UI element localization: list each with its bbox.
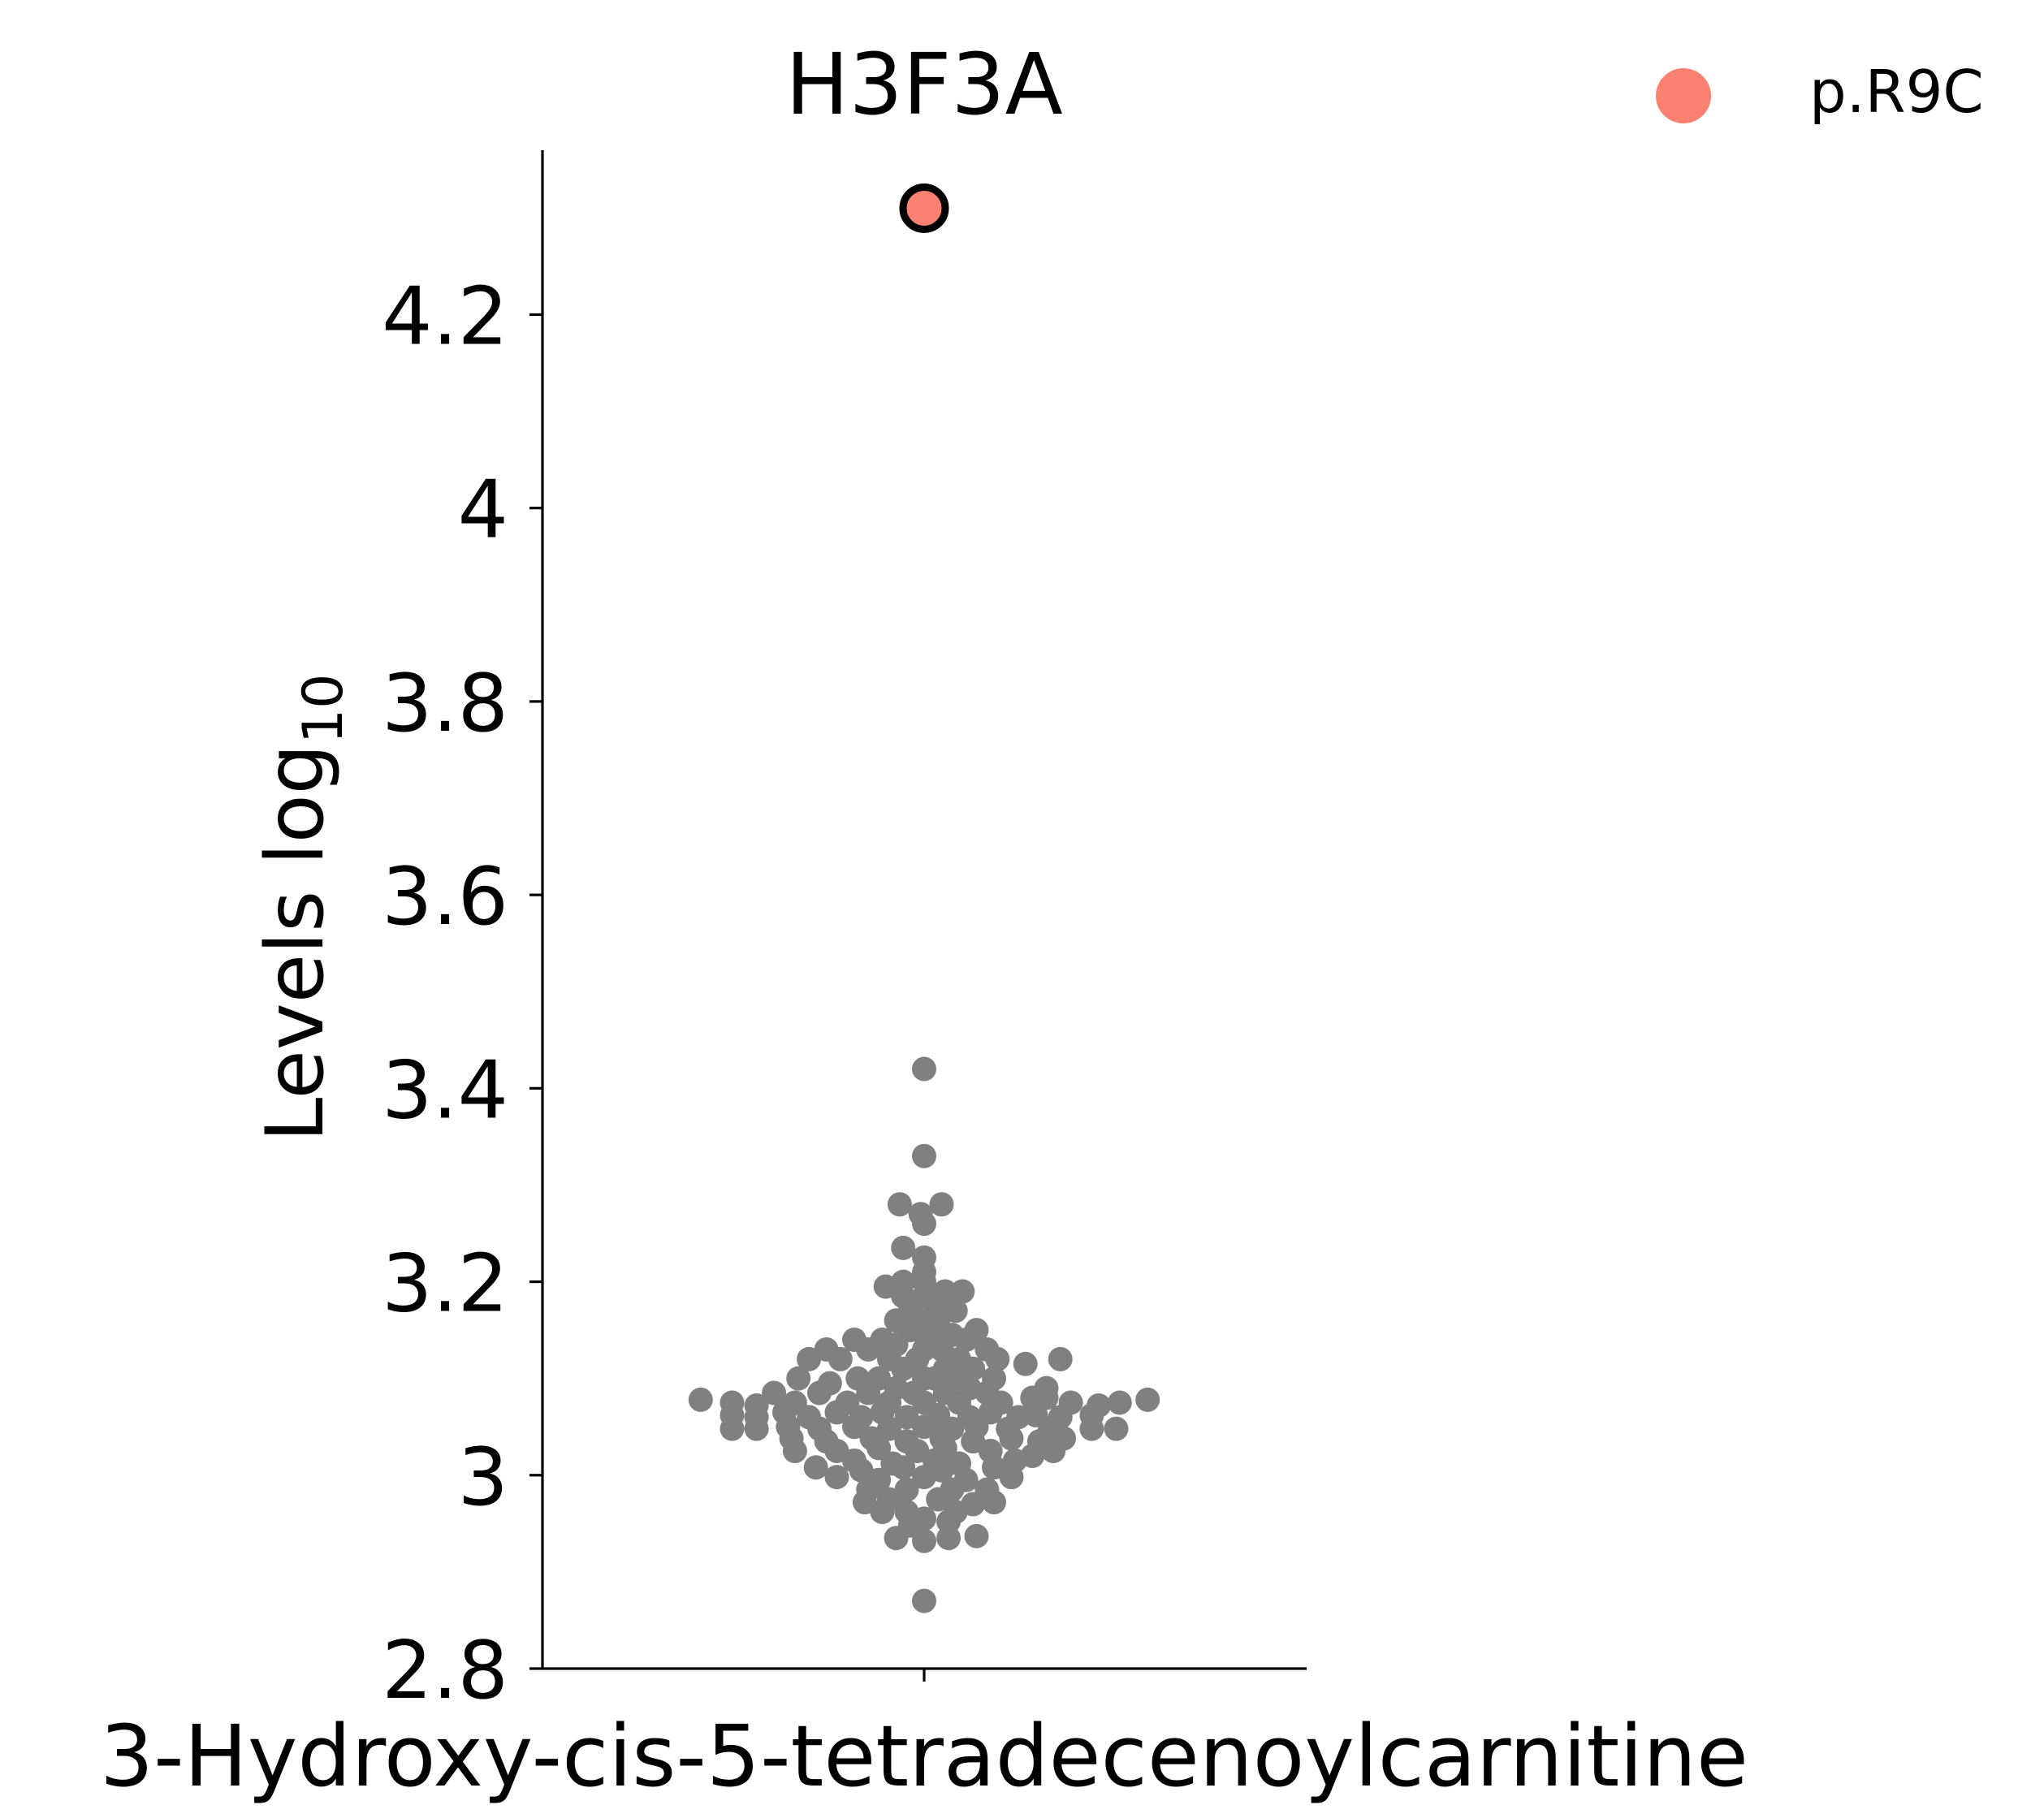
y-tick-label: 3.6 bbox=[382, 851, 508, 944]
highlight-point-p-r9c bbox=[899, 183, 949, 233]
y-tick-label: 3.8 bbox=[382, 658, 508, 750]
y-axis-title-subscript: 10 bbox=[292, 674, 356, 745]
data-point bbox=[1048, 1346, 1073, 1371]
data-point bbox=[1020, 1443, 1045, 1468]
y-tick-label: 3 bbox=[458, 1432, 508, 1524]
data-point bbox=[929, 1192, 954, 1217]
data-point bbox=[824, 1400, 849, 1425]
data-point bbox=[891, 1356, 916, 1381]
data-point bbox=[950, 1279, 975, 1304]
data-point bbox=[891, 1235, 916, 1260]
y-tick-label: 4 bbox=[458, 464, 508, 557]
data-point bbox=[982, 1490, 1006, 1515]
legend: p.R9C bbox=[1656, 58, 1984, 126]
data-point bbox=[926, 1487, 951, 1512]
data-point bbox=[807, 1380, 832, 1406]
data-point bbox=[762, 1380, 787, 1406]
data-point bbox=[912, 1465, 936, 1490]
data-point bbox=[1104, 1416, 1129, 1441]
data-point bbox=[1041, 1439, 1066, 1464]
data-point bbox=[786, 1366, 811, 1391]
data-point bbox=[964, 1523, 989, 1548]
data-point bbox=[856, 1337, 881, 1362]
data-point bbox=[744, 1416, 769, 1441]
y-tick-label: 4.2 bbox=[382, 270, 508, 363]
data-point bbox=[912, 1211, 936, 1237]
data-point bbox=[828, 1346, 853, 1371]
data-point bbox=[999, 1426, 1024, 1451]
data-point bbox=[912, 1588, 936, 1613]
data-point bbox=[1013, 1351, 1038, 1376]
data-point bbox=[912, 1056, 936, 1082]
y-tick-label: 3.4 bbox=[382, 1044, 508, 1137]
data-point bbox=[870, 1500, 895, 1525]
data-point bbox=[720, 1416, 745, 1441]
y-axis-label: Levels log10 bbox=[249, 674, 356, 1142]
y-ticks: 2.8 3 3.2 3.4 3.6 3.8 4 4.2 bbox=[382, 270, 542, 1717]
data-point bbox=[936, 1526, 962, 1551]
highlight-points bbox=[899, 183, 949, 233]
data-point bbox=[912, 1414, 936, 1440]
data-point bbox=[1107, 1390, 1132, 1415]
x-tick-label: 3-Hydroxy-cis-5-tetradecenoylcarnitine bbox=[100, 1707, 1748, 1806]
legend-marker-p-r9c bbox=[1656, 68, 1711, 123]
data-point bbox=[866, 1436, 892, 1461]
legend-label-p-r9c: p.R9C bbox=[1809, 58, 1984, 126]
data-point bbox=[688, 1387, 713, 1412]
data-point bbox=[782, 1439, 807, 1464]
data-point bbox=[803, 1455, 828, 1480]
data-point bbox=[912, 1528, 936, 1553]
data-point bbox=[985, 1346, 1010, 1371]
data-point bbox=[999, 1465, 1024, 1490]
y-tick-label: 3.2 bbox=[382, 1238, 508, 1331]
background-points bbox=[688, 1056, 1160, 1613]
data-point bbox=[884, 1526, 909, 1551]
data-point bbox=[912, 1143, 936, 1168]
data-point bbox=[824, 1465, 849, 1490]
data-point bbox=[797, 1346, 822, 1371]
data-point bbox=[887, 1192, 912, 1217]
y-tick-label: 2.8 bbox=[382, 1625, 508, 1717]
data-point bbox=[1135, 1387, 1160, 1412]
y-axis-title: Levels log10 bbox=[249, 674, 356, 1142]
chart-title: H3F3A bbox=[785, 35, 1063, 134]
data-point bbox=[922, 1289, 947, 1314]
data-point bbox=[856, 1380, 881, 1406]
data-point bbox=[1079, 1416, 1104, 1441]
data-point bbox=[842, 1414, 866, 1440]
data-point bbox=[891, 1455, 916, 1480]
y-axis-title-text: Levels log bbox=[249, 744, 342, 1142]
data-point bbox=[953, 1328, 979, 1353]
axes: 3-Hydroxy-cis-5-tetradecenoylcarnitine bbox=[100, 150, 1748, 1806]
